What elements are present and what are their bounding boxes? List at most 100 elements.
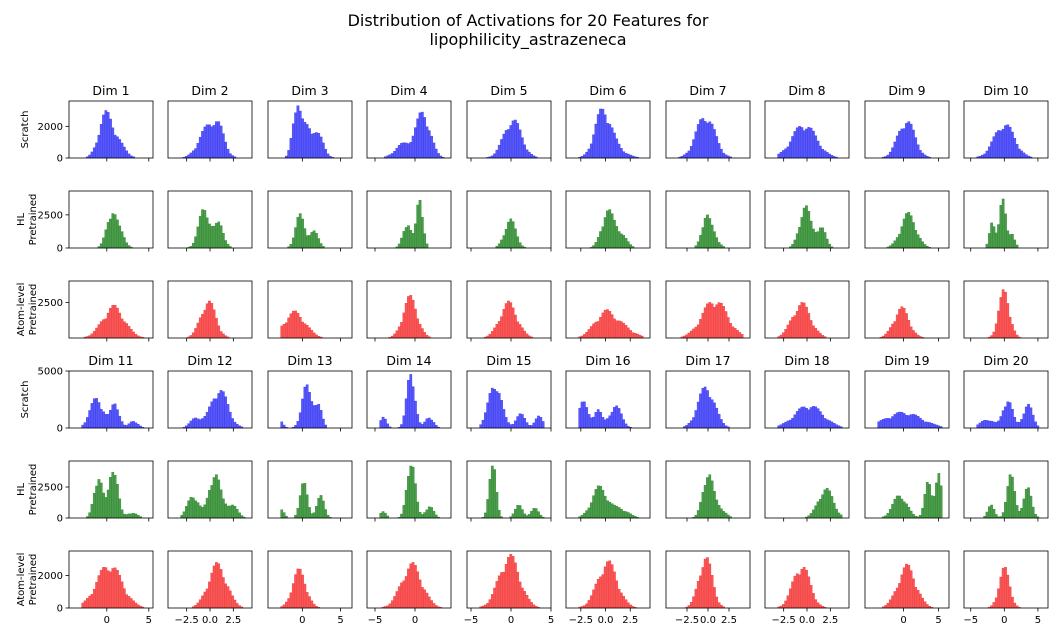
histogram-bar: [400, 143, 403, 159]
histogram-bar: [699, 318, 702, 339]
histogram-bar: [731, 326, 735, 339]
histogram-bar: [217, 393, 221, 429]
histogram-bar: [305, 384, 309, 429]
histogram-bar: [95, 327, 98, 339]
histogram-bar: [504, 303, 508, 339]
histogram-bar: [583, 154, 586, 159]
histogram-bar: [409, 465, 413, 519]
histogram-bar: [1015, 505, 1019, 519]
histogram-bar: [909, 326, 913, 339]
histogram-bar: [509, 125, 513, 159]
histogram-bar: [802, 130, 806, 159]
histogram-bar: [800, 406, 804, 429]
histogram-bar: [303, 583, 307, 609]
histogram-bar: [585, 151, 589, 159]
histogram-bar: [196, 602, 200, 609]
histogram-bar: [782, 423, 785, 429]
histogram-bar: [805, 306, 808, 339]
histogram-bar: [708, 121, 712, 159]
histogram-bar: [1011, 131, 1014, 159]
histogram-bar: [589, 502, 593, 519]
histogram-bar: [603, 566, 607, 609]
histogram-bar: [999, 130, 1003, 159]
histogram-bar: [594, 583, 598, 609]
histogram-bar: [118, 139, 122, 159]
histogram-bar: [191, 418, 195, 429]
histogram-bar: [589, 326, 593, 339]
histogram-bar: [997, 420, 1000, 429]
histogram-bar: [129, 328, 133, 339]
histogram-bar: [818, 333, 822, 339]
histogram-bar: [724, 154, 728, 159]
histogram-bar: [289, 244, 293, 249]
histogram-bar: [113, 403, 117, 429]
histogram-bar: [613, 407, 616, 429]
histogram-bar: [821, 335, 824, 339]
histogram-bar: [490, 387, 494, 429]
histogram-bar: [708, 563, 712, 609]
histogram-bar: [795, 127, 799, 159]
histogram-bar: [125, 242, 128, 249]
histogram-bar: [97, 575, 101, 609]
histogram-bar: [296, 105, 300, 159]
histogram-bar: [823, 489, 827, 519]
histogram-bar: [198, 599, 202, 609]
histogram-bar: [386, 423, 390, 429]
histogram-bar: [86, 417, 89, 429]
histogram-bar: [900, 574, 904, 609]
panel-frame: [963, 100, 1049, 159]
histogram-bar: [703, 217, 707, 249]
histogram-bar: [514, 562, 517, 609]
histogram-bar: [619, 413, 623, 429]
dim-title-16: Dim 16: [585, 353, 630, 368]
histogram-bar: [930, 422, 934, 429]
histogram-bar: [423, 117, 426, 159]
dim-title-11: Dim 11: [88, 353, 133, 368]
x-tick-label: −2.5: [772, 615, 796, 623]
histogram-bar: [622, 419, 625, 429]
histogram-bar: [205, 497, 209, 519]
x-tick-label: 0.0: [799, 615, 815, 623]
histogram-bar: [814, 505, 818, 519]
histogram-bar: [992, 331, 996, 339]
histogram-bar: [886, 513, 890, 519]
panel-frame: [466, 550, 552, 609]
histogram-bar: [420, 217, 424, 249]
histogram-bar: [122, 146, 126, 159]
histogram-bar: [129, 513, 133, 519]
histogram-bar: [701, 387, 705, 429]
panel-r2-dim-5: [466, 190, 552, 252]
panel-r2-dim-7: [665, 190, 751, 252]
histogram-bar: [610, 127, 614, 159]
panel-r2-dim-9: [864, 190, 950, 252]
panel-r2-dim-4: [366, 190, 452, 252]
panel-frame: [68, 460, 154, 519]
histogram-bar: [205, 124, 209, 159]
histogram-bar: [729, 323, 732, 339]
histogram-bar: [608, 501, 612, 519]
histogram-bar: [1006, 486, 1010, 519]
histogram-bar: [301, 118, 304, 159]
histogram-bar: [994, 232, 998, 249]
histogram-bar: [388, 603, 392, 609]
dim-title-9: Dim 9: [888, 83, 925, 98]
panel-frame: [864, 460, 950, 519]
dim-title-17: Dim 17: [685, 353, 730, 368]
histogram-bar: [493, 587, 496, 609]
histogram-bar: [427, 506, 431, 519]
histogram-bar: [994, 132, 998, 159]
panel-r6-dim-20: −5 0 5: [963, 550, 1049, 623]
histogram-bar: [511, 120, 515, 159]
histogram-bar: [696, 124, 700, 159]
histogram-bar: [802, 567, 806, 609]
histogram-bar: [809, 407, 813, 429]
dim-title-15: Dim 15: [486, 353, 531, 368]
histogram-bar: [518, 413, 522, 429]
panel-r1-dim-6: Dim 6: [565, 83, 651, 162]
histogram-bar: [99, 408, 103, 429]
histogram-bar: [710, 575, 714, 609]
histogram-bar: [603, 419, 607, 429]
histogram-bar: [395, 147, 399, 159]
histogram-bar: [1022, 498, 1026, 519]
histogram-bar: [589, 143, 593, 159]
